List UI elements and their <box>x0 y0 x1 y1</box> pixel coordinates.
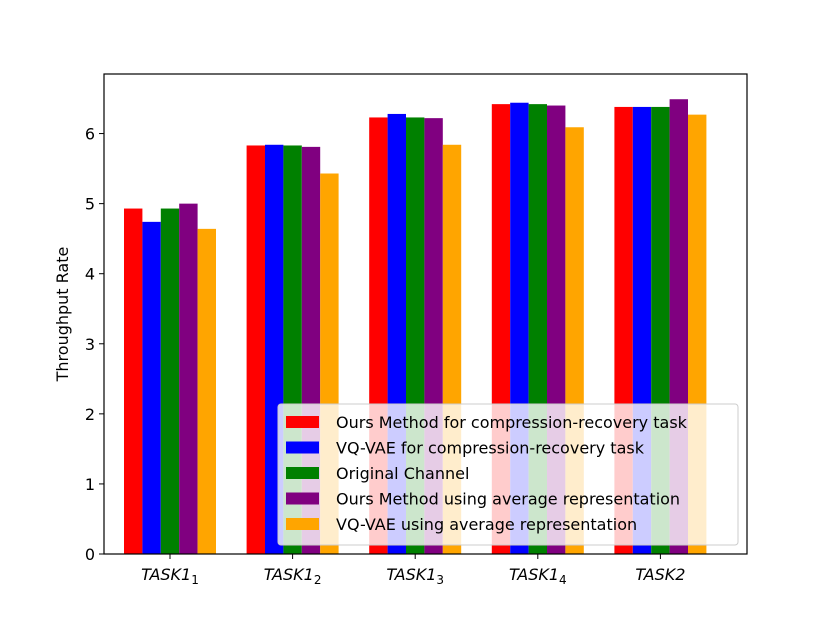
y-tick-label: 2 <box>85 405 95 424</box>
legend: Ours Method for compression-recovery tas… <box>277 403 739 546</box>
legend-swatch-4 <box>286 492 319 505</box>
bar-series1-cat2 <box>246 145 265 554</box>
axes-group: 0 1 2 3 4 5 6 TASK11 TASK12 TASK13 TASK14 TASK2 <box>85 73 748 587</box>
y-axis-label: Throughput Rate <box>53 247 72 383</box>
legend-label-1: Ours Method for compression-recovery tas… <box>336 413 688 432</box>
legend-label-2: VQ-VAE for compression-recovery task <box>336 439 645 458</box>
legend-label-5: VQ-VAE using average representation <box>336 515 637 534</box>
legend-swatch-3 <box>286 467 319 479</box>
x-tick-label: TASK14 <box>509 565 567 587</box>
legend-swatch-2 <box>286 441 319 454</box>
legend-box <box>277 403 739 546</box>
x-tick-label: TASK11 <box>141 565 199 587</box>
x-tick-label: TASK13 <box>386 565 444 587</box>
y-tick-label: 6 <box>85 125 95 144</box>
bar-series4-cat1 <box>179 203 198 554</box>
x-tick-label: TASK2 <box>635 565 685 584</box>
bar-series5-cat1 <box>197 228 216 554</box>
y-tick-label: 4 <box>85 265 95 284</box>
legend-label-3: Original Channel <box>336 464 469 483</box>
bar-series3-cat1 <box>160 208 180 554</box>
y-tick-label: 0 <box>85 545 95 564</box>
bar-series1-cat1 <box>124 208 143 554</box>
legend-swatch-1 <box>286 416 319 428</box>
bar-series2-cat1 <box>142 221 161 555</box>
y-tick-label: 1 <box>85 475 95 494</box>
legend-swatch-5 <box>286 518 319 530</box>
legend-label-4: Ours Method using average representation <box>336 490 680 509</box>
plot-frame <box>103 73 748 555</box>
x-tick-label: TASK12 <box>264 565 322 587</box>
y-tick-label: 5 <box>85 195 95 214</box>
y-tick-label: 3 <box>85 335 95 354</box>
